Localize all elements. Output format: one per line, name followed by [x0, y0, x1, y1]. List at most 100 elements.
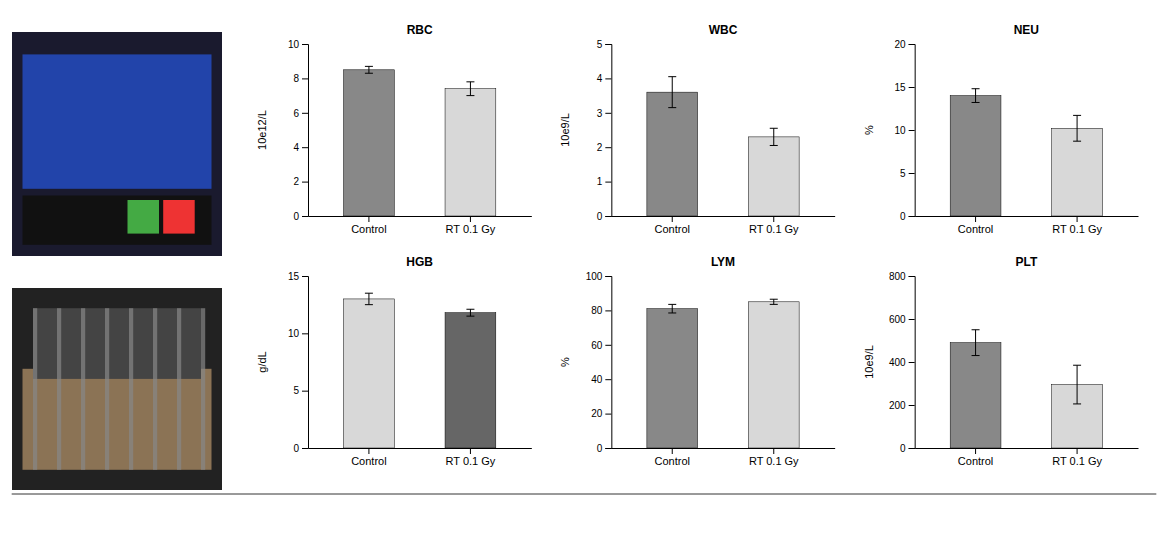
tick-mark: [909, 87, 915, 88]
tick-mark: [909, 276, 915, 277]
y-tick: 6: [293, 108, 308, 119]
tick-label: 8: [293, 73, 299, 84]
tick-mark: [1077, 448, 1078, 454]
tick-mark: [605, 379, 611, 380]
image-block: [12, 32, 222, 256]
marks: [344, 66, 496, 216]
tick-label: 60: [591, 340, 603, 351]
tick-mark: [605, 345, 611, 346]
x-tick: Control: [655, 448, 690, 467]
tick-mark: [605, 44, 611, 45]
tick-mark: [672, 448, 673, 454]
y-tick: 400: [889, 357, 915, 368]
tick-label: 80: [591, 305, 603, 316]
y-tick: 40: [591, 374, 611, 385]
error-bar: [668, 304, 676, 313]
y-axis-title: %: [559, 357, 571, 367]
tick-label: RT 0.1 Gy: [446, 455, 496, 467]
axis-line: [915, 216, 1138, 217]
error-bar: [466, 309, 474, 316]
tick-mark: [302, 182, 308, 183]
y-axis: 012345: [597, 39, 612, 222]
y-axis: 0200400600800: [889, 271, 915, 454]
y-tick: 80: [591, 305, 611, 316]
axis-line: [909, 45, 916, 217]
tick-label: RT 0.1 Gy: [446, 223, 496, 235]
error-bar: [1073, 365, 1081, 404]
error-bar: [668, 77, 676, 108]
tick-mark: [302, 448, 308, 449]
tick-mark: [605, 310, 611, 311]
x-tick: RT 0.1 Gy: [749, 216, 799, 235]
axis-line: [909, 277, 916, 449]
y-tick: 15: [895, 82, 915, 93]
x-tick: RT 0.1 Gy: [446, 216, 496, 235]
y-tick: 0: [900, 443, 915, 454]
image-block: [153, 308, 157, 470]
x-tick: Control: [655, 216, 690, 235]
x-tick: RT 0.1 Gy: [446, 448, 496, 467]
axis-line: [612, 216, 835, 217]
tick-label: Control: [958, 455, 993, 467]
bar: [950, 343, 1001, 448]
y-tick: 5: [597, 39, 612, 50]
error-bar: [365, 293, 373, 304]
y-axis: 0246810: [288, 39, 309, 222]
tick-label: 200: [889, 400, 906, 411]
tick-label: Control: [958, 223, 993, 235]
panel: 05101520ControlRT 0.1 GyNEU%: [863, 23, 1139, 235]
tick-label: 15: [895, 82, 907, 93]
panel-title: RBC: [407, 23, 433, 37]
panel: 012345ControlRT 0.1 GyWBC10e9/L: [559, 23, 835, 235]
image-placeholder: [12, 288, 222, 490]
x-axis: ControlRT 0.1 Gy: [309, 448, 532, 467]
bottom-rule: [12, 494, 1157, 495]
marks: [950, 330, 1102, 448]
tick-mark: [302, 44, 308, 45]
tick-mark: [302, 276, 308, 277]
axis-line: [309, 216, 532, 217]
axis-line: [302, 277, 309, 449]
tick-mark: [909, 362, 915, 363]
bar: [748, 137, 799, 216]
tick-mark: [605, 216, 611, 217]
x-axis: ControlRT 0.1 Gy: [915, 448, 1138, 467]
y-tick: 0: [597, 443, 612, 454]
marks: [647, 77, 799, 216]
axis-line: [915, 448, 1138, 449]
marks: [950, 89, 1102, 216]
tick-label: 40: [591, 374, 603, 385]
x-tick: RT 0.1 Gy: [749, 448, 799, 467]
tick-label: 20: [591, 408, 603, 419]
y-axis: 020406080100: [586, 271, 612, 454]
tick-mark: [605, 147, 611, 148]
axis-line: [309, 448, 532, 449]
tick-label: Control: [655, 223, 690, 235]
y-axis-title: 10e9/L: [559, 113, 571, 147]
error-bar: [466, 82, 474, 96]
y-tick: 8: [293, 73, 308, 84]
tick-label: 3: [597, 108, 603, 119]
y-tick: 0: [293, 211, 308, 222]
tick-mark: [909, 448, 915, 449]
y-axis-title: 10e12/L: [256, 110, 268, 150]
tick-mark: [1077, 216, 1078, 222]
bar: [445, 313, 496, 448]
panel-title: NEU: [1014, 23, 1039, 37]
tick-mark: [605, 414, 611, 415]
y-tick: 0: [900, 211, 915, 222]
tick-mark: [605, 113, 611, 114]
y-tick: 4: [293, 142, 308, 153]
image-block: [12, 288, 222, 490]
bar: [748, 302, 799, 448]
error-bar: [972, 89, 980, 103]
y-tick: 15: [288, 271, 308, 282]
x-axis: Control RT 0.1 Gy: [612, 448, 835, 467]
tick-label: 800: [889, 271, 906, 282]
y-tick: 800: [889, 271, 915, 282]
tick-mark: [975, 216, 976, 222]
tick-mark: [909, 130, 915, 131]
marks: [647, 299, 799, 448]
axis-line: [605, 277, 612, 449]
y-tick: 1: [597, 176, 612, 187]
